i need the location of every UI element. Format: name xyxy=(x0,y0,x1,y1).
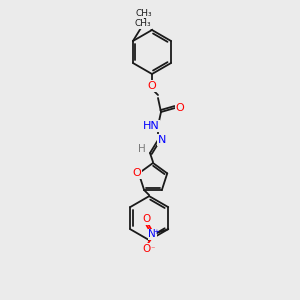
Text: ⁻: ⁻ xyxy=(150,244,154,253)
Text: O: O xyxy=(142,214,150,224)
Text: HN: HN xyxy=(142,121,159,131)
Text: CH₃: CH₃ xyxy=(135,20,151,28)
Text: +: + xyxy=(153,229,159,235)
Text: O: O xyxy=(148,81,156,91)
Text: N: N xyxy=(148,229,156,239)
Text: O: O xyxy=(176,103,184,113)
Text: O: O xyxy=(142,244,150,254)
Text: O: O xyxy=(132,168,141,178)
Text: N: N xyxy=(158,135,166,145)
Text: CH₃: CH₃ xyxy=(136,8,152,17)
Text: H: H xyxy=(138,144,146,154)
